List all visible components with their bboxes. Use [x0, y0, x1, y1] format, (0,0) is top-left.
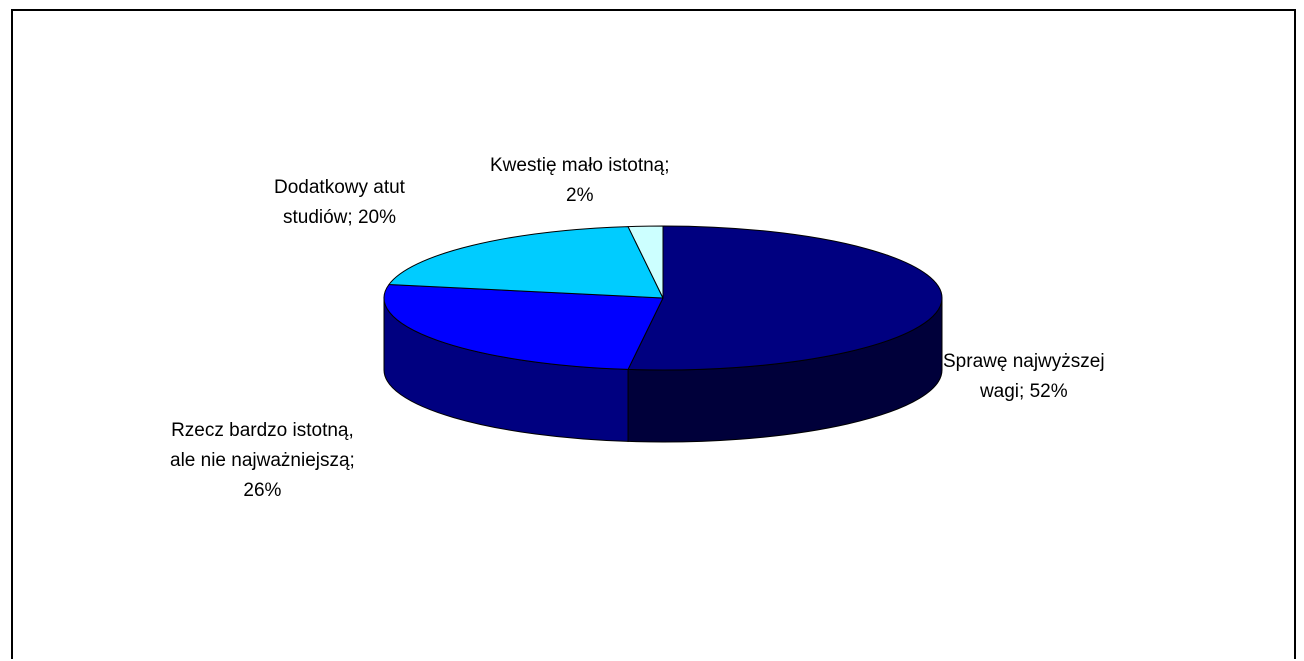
chart-frame: Sprawę najwyższej wagi; 52% Rzecz bardzo…: [11, 9, 1296, 659]
data-label-kwestie-malo-istotna: Kwestię mało istotną; 2%: [490, 155, 670, 206]
pie-tops: [383, 225, 943, 371]
pie-slice-rzecz-bardzo-istotna-ale-nie-najwazniejsza: [383, 284, 664, 370]
pie-slice-kwestie-ma-o-istotna: [627, 225, 664, 299]
pie-chart: [383, 225, 943, 443]
pie-slice-dodatkowy-atut-studiow: [388, 226, 664, 299]
data-label-sprawe-najwyzszej-wagi: Sprawę najwyższej wagi; 52%: [943, 351, 1105, 402]
data-label-dodatkowy-atut-studiow: Dodatkowy atut studiów; 20%: [274, 177, 405, 228]
data-label-rzecz-bardzo-istotna: Rzecz bardzo istotną, ale nie najważniej…: [170, 420, 355, 501]
pie-slice-sprawe-najwyzszej-wagi: [627, 225, 943, 371]
